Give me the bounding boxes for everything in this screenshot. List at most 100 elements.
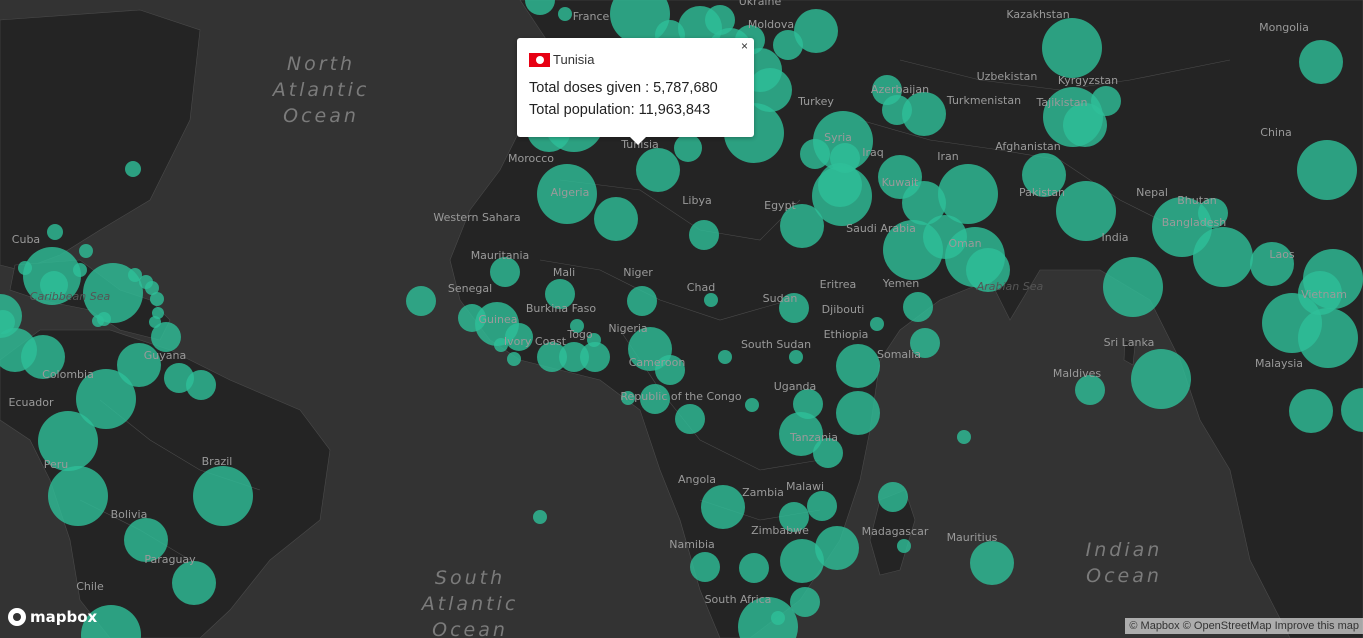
vaccination-bubble[interactable] <box>655 355 685 385</box>
vaccination-bubble[interactable] <box>76 369 136 429</box>
vaccination-bubble[interactable] <box>621 391 635 405</box>
vaccination-bubble[interactable] <box>627 286 657 316</box>
vaccination-bubble[interactable] <box>570 319 584 333</box>
vaccination-bubble[interactable] <box>902 181 946 225</box>
vaccination-bubble[interactable] <box>1299 40 1343 84</box>
vaccination-bubble[interactable] <box>970 541 1014 585</box>
vaccination-bubble[interactable] <box>48 466 108 526</box>
vaccination-bubble[interactable] <box>79 244 93 258</box>
vaccination-bubble[interactable] <box>793 389 823 419</box>
vaccination-bubble[interactable] <box>505 323 533 351</box>
vaccination-bubble[interactable] <box>587 333 601 347</box>
popup-close-button[interactable]: × <box>740 39 748 53</box>
attribution-mapbox-link[interactable]: © Mapbox <box>1129 620 1180 632</box>
vaccination-bubble[interactable] <box>21 335 65 379</box>
vaccination-bubble[interactable] <box>910 328 940 358</box>
vaccination-bubble[interactable] <box>771 611 785 625</box>
vaccination-bubble[interactable] <box>125 161 141 177</box>
vaccination-bubble[interactable] <box>1091 86 1121 116</box>
vaccination-bubble[interactable] <box>1131 349 1191 409</box>
vaccination-bubble[interactable] <box>690 552 720 582</box>
vaccination-bubble[interactable] <box>559 342 589 372</box>
vaccination-bubble[interactable] <box>1250 242 1294 286</box>
vaccination-bubble[interactable] <box>897 539 911 553</box>
vaccination-bubble[interactable] <box>47 224 63 240</box>
vaccination-bubble[interactable] <box>674 134 702 162</box>
vaccination-bubble[interactable] <box>902 92 946 136</box>
vaccination-bubble[interactable] <box>525 0 555 15</box>
vaccination-bubble[interactable] <box>124 518 168 562</box>
vaccination-bubble[interactable] <box>790 587 820 617</box>
vaccination-bubble[interactable] <box>636 148 680 192</box>
vaccination-bubble[interactable] <box>1298 308 1358 368</box>
vaccination-bubble[interactable] <box>92 315 104 327</box>
vaccination-bubble[interactable] <box>150 292 164 306</box>
vaccination-bubble[interactable] <box>957 430 971 444</box>
vaccination-bubble[interactable] <box>40 271 68 299</box>
vaccination-bubble[interactable] <box>494 338 508 352</box>
vaccination-bubble[interactable] <box>640 384 670 414</box>
vaccination-bubble[interactable] <box>537 164 597 224</box>
vaccination-bubble[interactable] <box>1063 103 1107 147</box>
vaccination-bubble[interactable] <box>789 350 803 364</box>
vaccination-bubble[interactable] <box>145 281 159 295</box>
vaccination-bubble[interactable] <box>1198 198 1228 228</box>
attribution-improve-link[interactable]: Improve this map <box>1274 620 1359 632</box>
vaccination-bubble[interactable] <box>800 139 830 169</box>
vaccination-bubble[interactable] <box>701 485 745 529</box>
vaccination-bubble[interactable] <box>1022 153 1066 197</box>
vaccination-bubble[interactable] <box>81 605 141 638</box>
mapbox-logo[interactable]: mapbox <box>8 608 97 626</box>
vaccination-bubble[interactable] <box>779 502 809 532</box>
vaccination-bubble[interactable] <box>537 342 567 372</box>
vaccination-bubble[interactable] <box>533 510 547 524</box>
vaccination-bubble[interactable] <box>1341 388 1363 432</box>
vaccination-bubble[interactable] <box>38 411 98 471</box>
vaccination-bubble[interactable] <box>73 263 87 277</box>
vaccination-bubble[interactable] <box>807 491 837 521</box>
vaccination-bubble[interactable] <box>878 482 908 512</box>
vaccination-bubble[interactable] <box>779 293 809 323</box>
vaccination-bubble[interactable] <box>812 166 872 226</box>
vaccination-bubble[interactable] <box>745 398 759 412</box>
vaccination-bubble[interactable] <box>1152 197 1212 257</box>
vaccination-bubble[interactable] <box>870 317 884 331</box>
vaccination-bubble[interactable] <box>738 597 798 638</box>
vaccination-bubble[interactable] <box>815 526 859 570</box>
vaccination-bubble[interactable] <box>779 412 823 456</box>
vaccination-bubble[interactable] <box>966 248 1010 292</box>
vaccination-bubble[interactable] <box>610 0 670 44</box>
vaccination-bubble[interactable] <box>507 352 521 366</box>
vaccination-bubble[interactable] <box>1042 18 1102 78</box>
vaccination-bubble[interactable] <box>1056 181 1116 241</box>
attribution-osm-link[interactable]: © OpenStreetMap <box>1182 620 1272 632</box>
vaccination-bubble[interactable] <box>172 561 216 605</box>
vaccination-bubble[interactable] <box>1075 375 1105 405</box>
vaccination-bubble[interactable] <box>780 539 824 583</box>
vaccination-bubble[interactable] <box>1103 257 1163 317</box>
vaccination-bubble[interactable] <box>705 5 735 35</box>
vaccination-bubble[interactable] <box>1297 140 1357 200</box>
vaccination-bubble[interactable] <box>938 164 998 224</box>
vaccination-bubble[interactable] <box>186 370 216 400</box>
vaccination-bubble[interactable] <box>151 322 181 352</box>
vaccination-bubble[interactable] <box>813 438 843 468</box>
vaccination-bubble[interactable] <box>675 404 705 434</box>
vaccination-bubble[interactable] <box>594 197 638 241</box>
vaccination-bubble[interactable] <box>1193 227 1253 287</box>
vaccination-bubble[interactable] <box>580 342 610 372</box>
vaccination-bubble[interactable] <box>748 68 792 112</box>
vaccination-bubble[interactable] <box>794 9 838 53</box>
vaccination-bubble[interactable] <box>406 286 436 316</box>
vaccination-bubble[interactable] <box>558 7 572 21</box>
vaccination-bubble[interactable] <box>903 292 933 322</box>
vaccination-bubble[interactable] <box>704 293 718 307</box>
vaccination-bubble[interactable] <box>83 263 143 323</box>
vaccination-bubble[interactable] <box>836 391 880 435</box>
vaccination-bubble[interactable] <box>739 553 769 583</box>
vaccination-bubble[interactable] <box>1289 389 1333 433</box>
vaccination-bubble[interactable] <box>780 204 824 248</box>
vaccination-bubble[interactable] <box>718 350 732 364</box>
vaccination-bubble[interactable] <box>193 466 253 526</box>
